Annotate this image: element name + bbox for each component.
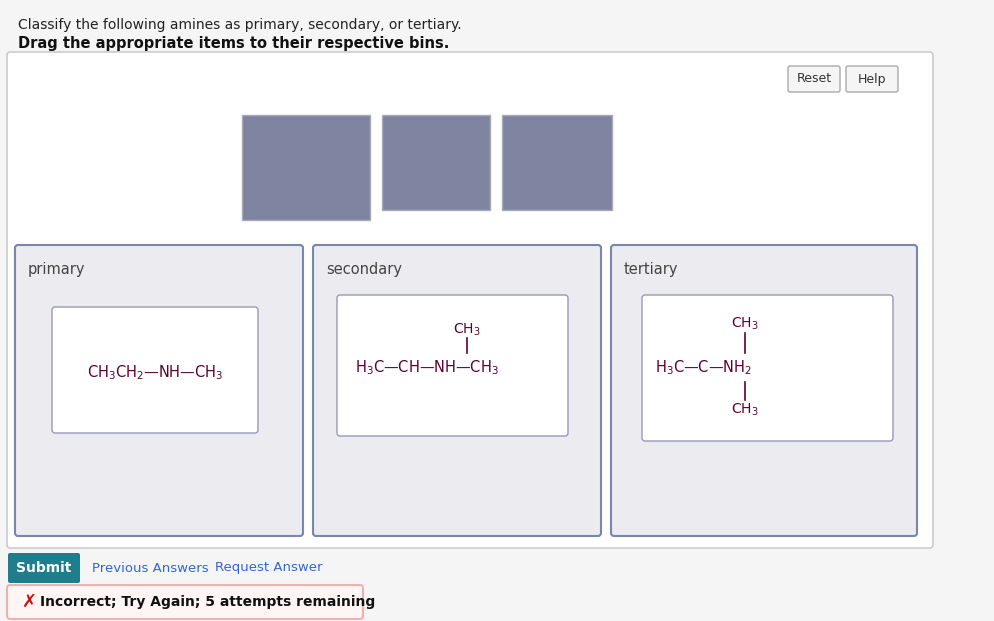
Text: Reset: Reset bbox=[795, 73, 831, 86]
Text: tertiary: tertiary bbox=[623, 262, 678, 277]
FancyBboxPatch shape bbox=[8, 553, 80, 583]
Text: $\mathrm{CH_3}$: $\mathrm{CH_3}$ bbox=[452, 322, 480, 338]
Text: Incorrect; Try Again; 5 attempts remaining: Incorrect; Try Again; 5 attempts remaini… bbox=[40, 595, 375, 609]
FancyBboxPatch shape bbox=[502, 115, 611, 210]
Text: secondary: secondary bbox=[326, 262, 402, 277]
FancyBboxPatch shape bbox=[7, 52, 932, 548]
FancyBboxPatch shape bbox=[7, 585, 363, 619]
FancyBboxPatch shape bbox=[845, 66, 898, 92]
FancyBboxPatch shape bbox=[787, 66, 839, 92]
FancyBboxPatch shape bbox=[382, 115, 489, 210]
Text: $\mathrm{CH_3CH_2}$—$\mathrm{NH}$—$\mathrm{CH_3}$: $\mathrm{CH_3CH_2}$—$\mathrm{NH}$—$\math… bbox=[86, 364, 223, 383]
Text: $\mathrm{H_3C}$—$\mathrm{CH}$—$\mathrm{NH}$—$\mathrm{CH_3}$: $\mathrm{H_3C}$—$\mathrm{CH}$—$\mathrm{N… bbox=[355, 359, 498, 378]
Text: $\mathrm{H_3C}$—$\mathrm{C}$—$\mathrm{NH_2}$: $\mathrm{H_3C}$—$\mathrm{C}$—$\mathrm{NH… bbox=[654, 359, 751, 378]
Text: Request Answer: Request Answer bbox=[215, 561, 322, 574]
Text: $\mathrm{CH_3}$: $\mathrm{CH_3}$ bbox=[731, 316, 758, 332]
Text: Submit: Submit bbox=[16, 561, 72, 575]
FancyBboxPatch shape bbox=[610, 245, 916, 536]
Text: Previous Answers: Previous Answers bbox=[91, 561, 209, 574]
FancyBboxPatch shape bbox=[242, 115, 370, 220]
FancyBboxPatch shape bbox=[15, 245, 303, 536]
Text: primary: primary bbox=[28, 262, 85, 277]
FancyBboxPatch shape bbox=[641, 295, 892, 441]
Text: $\mathrm{CH_3}$: $\mathrm{CH_3}$ bbox=[731, 402, 758, 419]
Text: Classify the following amines as primary, secondary, or tertiary.: Classify the following amines as primary… bbox=[18, 18, 461, 32]
Text: Help: Help bbox=[857, 73, 886, 86]
FancyBboxPatch shape bbox=[337, 295, 568, 436]
FancyBboxPatch shape bbox=[313, 245, 600, 536]
Text: ✗: ✗ bbox=[22, 593, 37, 611]
Text: Drag the appropriate items to their respective bins.: Drag the appropriate items to their resp… bbox=[18, 36, 449, 51]
FancyBboxPatch shape bbox=[52, 307, 257, 433]
